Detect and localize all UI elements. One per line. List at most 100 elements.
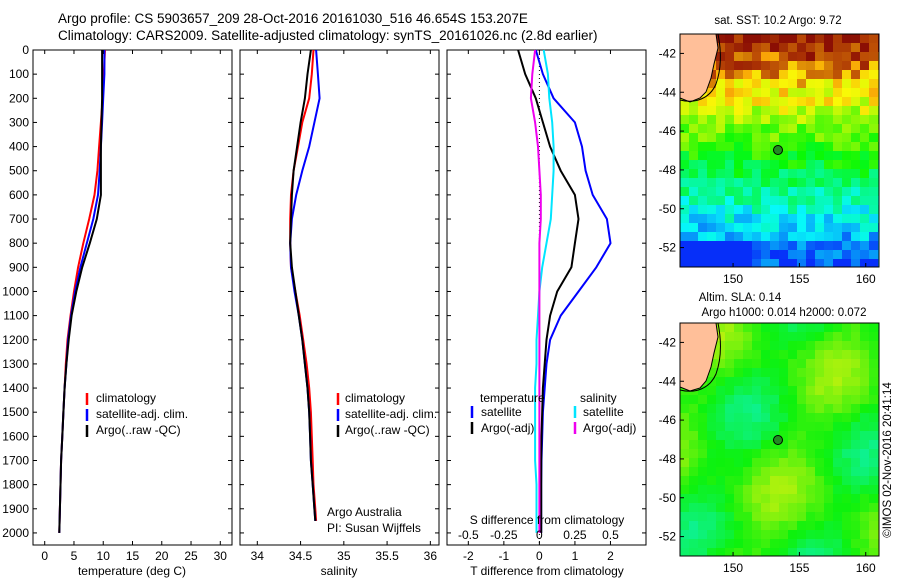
map-cell xyxy=(770,178,779,187)
map-cell xyxy=(869,115,878,124)
map-cell xyxy=(698,386,707,395)
map-cell xyxy=(806,34,815,43)
legend-temperature-title: temperature xyxy=(480,391,545,405)
map-cell xyxy=(779,341,788,350)
map-cell xyxy=(752,232,761,241)
map-cell xyxy=(833,79,842,88)
map-cell xyxy=(833,151,842,160)
map-cell xyxy=(824,431,833,440)
map-cell xyxy=(716,97,725,106)
map-cell xyxy=(779,70,788,79)
y-tick-label: 900 xyxy=(9,260,29,274)
map-cell xyxy=(788,214,797,223)
y-tick-label: 1700 xyxy=(2,453,29,467)
map-cell xyxy=(761,350,770,359)
map-cell xyxy=(725,79,734,88)
map-cell xyxy=(680,187,689,196)
map-cell xyxy=(851,52,860,61)
map-cell xyxy=(842,377,851,386)
map-cell xyxy=(869,106,878,115)
map-cell xyxy=(842,214,851,223)
map-cell xyxy=(734,43,743,52)
map-cell xyxy=(725,169,734,178)
map-cell xyxy=(806,422,815,431)
map-cell xyxy=(752,34,761,43)
y-tick-label: 0 xyxy=(22,43,29,57)
lat-tick-label: -48 xyxy=(659,163,677,177)
map-cell xyxy=(716,196,725,205)
map-cell xyxy=(824,458,833,467)
map-cell xyxy=(734,160,743,169)
x-tick-label: 0 xyxy=(536,549,543,563)
map-cell xyxy=(788,323,797,332)
map-cell xyxy=(788,503,797,512)
map-cell xyxy=(806,467,815,476)
map-cell xyxy=(833,422,842,431)
map-cell xyxy=(842,43,851,52)
map-cell xyxy=(752,97,761,106)
s-tick-label: 0.5 xyxy=(602,528,619,542)
map-cell xyxy=(689,232,698,241)
map-cell xyxy=(869,503,878,512)
y-tick-label: 200 xyxy=(9,91,29,105)
map-cell xyxy=(743,386,752,395)
map-cell xyxy=(734,34,743,43)
map-cell xyxy=(797,88,806,97)
map-cell xyxy=(842,440,851,449)
map-cell xyxy=(815,494,824,503)
map-cell xyxy=(734,485,743,494)
map-cell xyxy=(725,404,734,413)
map-cell xyxy=(680,97,689,106)
map-cell xyxy=(779,368,788,377)
map-cell xyxy=(680,413,689,422)
map-cell xyxy=(815,422,824,431)
map-cell xyxy=(797,43,806,52)
map-cell xyxy=(761,115,770,124)
map-cell xyxy=(806,61,815,70)
map-cell xyxy=(725,476,734,485)
map-cell xyxy=(815,61,824,70)
map-cell xyxy=(716,124,725,133)
map-cell xyxy=(851,160,860,169)
map-cell xyxy=(725,205,734,214)
map-cell xyxy=(761,548,770,556)
map-cell xyxy=(779,196,788,205)
map-cell xyxy=(779,413,788,422)
map-cell xyxy=(707,223,716,232)
map-cell xyxy=(797,512,806,521)
map-cell xyxy=(761,196,770,205)
map-cell xyxy=(797,530,806,539)
map-cell xyxy=(851,259,860,267)
map-cell xyxy=(770,323,779,332)
map-cell xyxy=(752,548,761,556)
map-cell xyxy=(797,34,806,43)
map-cell xyxy=(716,187,725,196)
map-cell xyxy=(824,530,833,539)
map-cell xyxy=(689,169,698,178)
y-tick-label: 1400 xyxy=(2,381,29,395)
map-cell xyxy=(842,332,851,341)
map-cell xyxy=(788,449,797,458)
temperature-panel: 0100200300400500600700800900100011001200… xyxy=(2,43,233,578)
map-cell xyxy=(860,422,869,431)
map-cell xyxy=(842,422,851,431)
map-cell xyxy=(797,241,806,250)
map-cell xyxy=(770,476,779,485)
header-line1: Argo profile: CS 5903657_209 28-Oct-2016… xyxy=(58,11,528,26)
legend-salinity-title: salinity xyxy=(580,391,617,405)
map-cell xyxy=(869,61,878,70)
map-cell xyxy=(851,467,860,476)
map-cell xyxy=(860,70,869,79)
map-cell xyxy=(824,97,833,106)
map-cell xyxy=(716,521,725,530)
map-cell xyxy=(734,332,743,341)
map-cell xyxy=(806,539,815,548)
map-cell xyxy=(707,431,716,440)
map-cell xyxy=(824,449,833,458)
map-cell xyxy=(833,539,842,548)
map-cell xyxy=(860,106,869,115)
map-cell xyxy=(815,151,824,160)
sst-map: sat. SST: 10.2 Argo: 9.72 -42 -44 -46 -48 -5… xyxy=(659,15,880,286)
map-cell xyxy=(788,205,797,214)
map-cell xyxy=(752,61,761,70)
